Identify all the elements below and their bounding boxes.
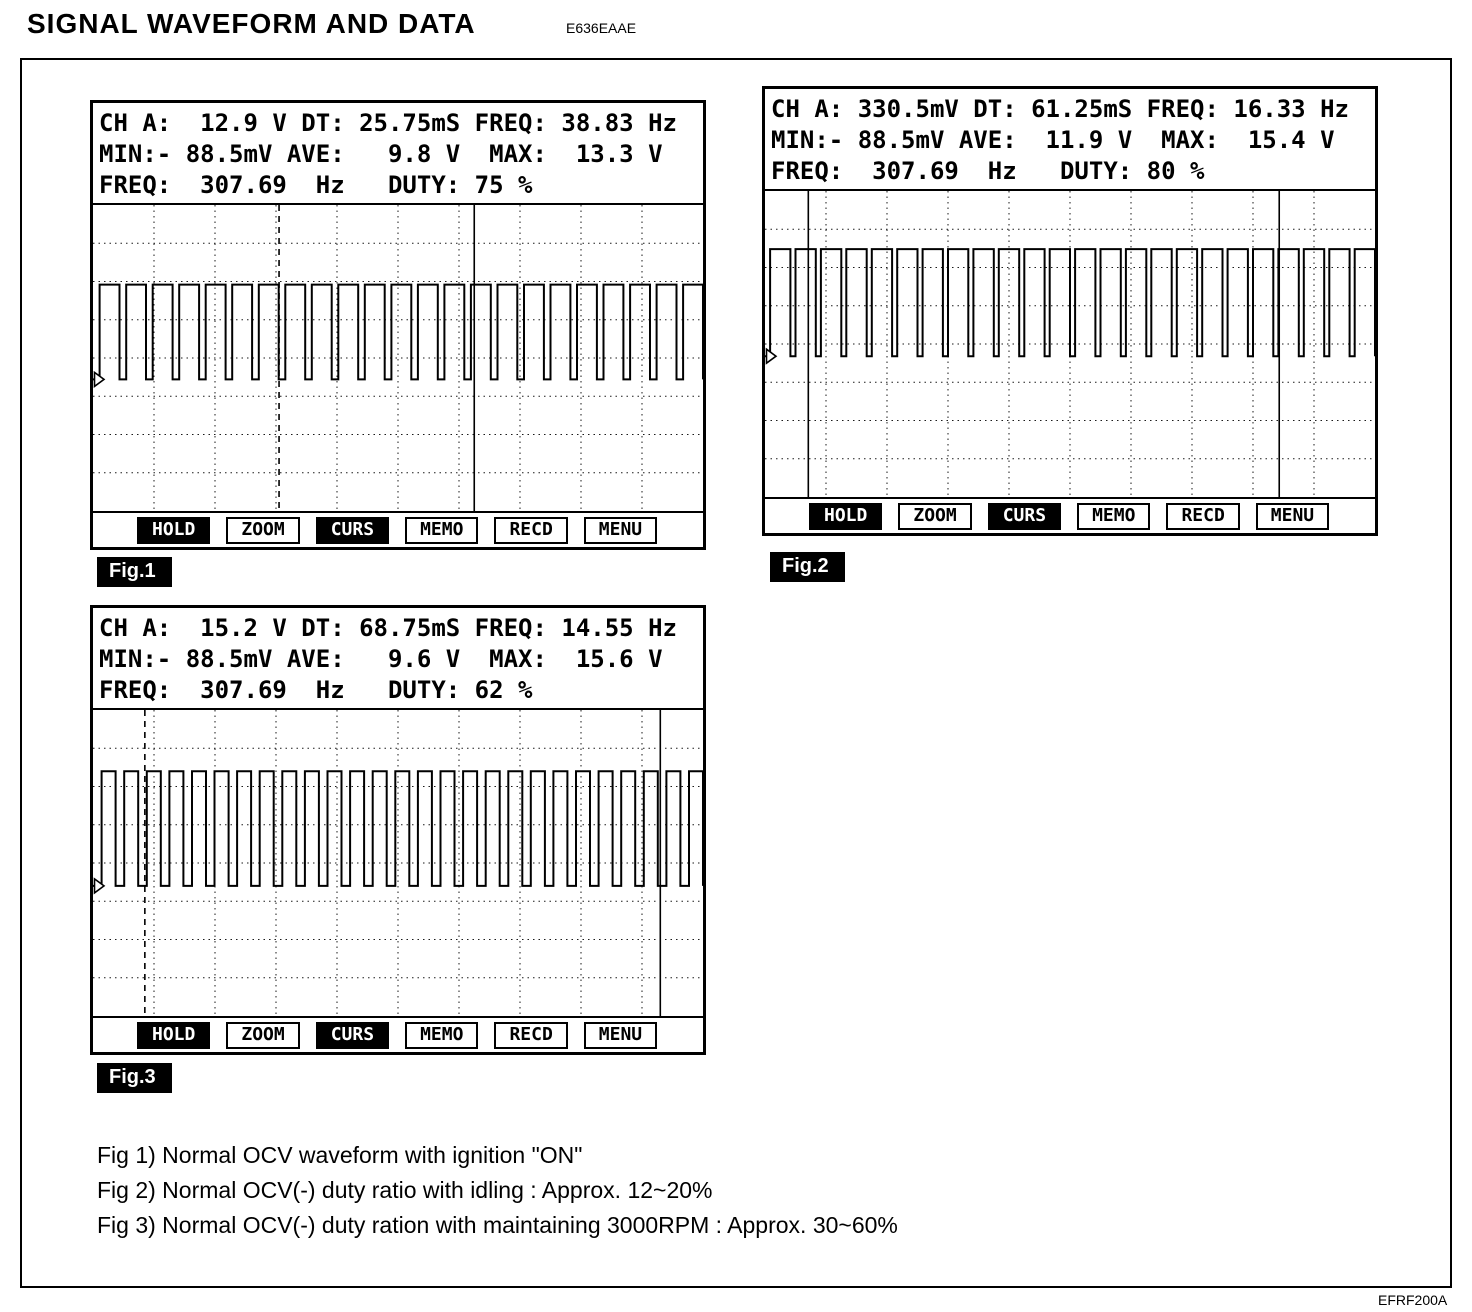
figure-label-3: Fig.3 [97, 1063, 172, 1093]
zoom-button[interactable]: ZOOM [226, 1021, 300, 1049]
scope3-header-line-1: CH A: 15.2 V DT: 68.75mS FREQ: 14.55 Hz [99, 614, 677, 642]
figure-label-1: Fig.1 [97, 557, 172, 587]
scope2-menu-bar: HOLD ZOOM CURS MEMO RECD MENU [765, 497, 1375, 533]
page-title: SIGNAL WAVEFORM AND DATA [27, 8, 476, 39]
oscilloscope-screen-1: CH A: 12.9 V DT: 25.75mS FREQ: 38.83 Hz … [90, 100, 706, 550]
content-frame: CH A: 12.9 V DT: 25.75mS FREQ: 38.83 Hz … [20, 58, 1452, 1288]
hold-button[interactable]: HOLD [137, 1021, 211, 1049]
scope2-waveform-area [765, 189, 1375, 497]
caption-fig3: Fig 3) Normal OCV(-) duty ration with ma… [97, 1212, 898, 1238]
menu-button[interactable]: MENU [583, 1021, 658, 1049]
menu-button[interactable]: MENU [583, 516, 658, 544]
recd-button[interactable]: RECD [1166, 502, 1240, 530]
scope1-measurement-header: CH A: 12.9 V DT: 25.75mS FREQ: 38.83 Hz … [93, 103, 703, 203]
curs-button[interactable]: CURS [987, 502, 1062, 530]
zoom-button[interactable]: ZOOM [226, 516, 300, 544]
hold-button[interactable]: HOLD [137, 516, 211, 544]
recd-button[interactable]: RECD [494, 516, 568, 544]
recd-button[interactable]: RECD [494, 1021, 568, 1049]
scope3-waveform-area [93, 708, 703, 1016]
memo-button[interactable]: MEMO [405, 516, 479, 544]
scope1-menu-bar: HOLD ZOOM CURS MEMO RECD MENU [93, 511, 703, 547]
memo-button[interactable]: MEMO [1077, 502, 1151, 530]
curs-button[interactable]: CURS [315, 516, 390, 544]
figure-captions: Fig 1) Normal OCV waveform with ignition… [97, 1138, 898, 1243]
caption-fig2: Fig 2) Normal OCV(-) duty ratio with idl… [97, 1177, 713, 1203]
scope1-waveform-area [93, 203, 703, 511]
scope2-measurement-header: CH A: 330.5mV DT: 61.25mS FREQ: 16.33 Hz… [765, 89, 1375, 189]
title-code: E636EAAE [566, 20, 637, 36]
scope3-header-line-3: FREQ: 307.69 Hz DUTY: 62 % [99, 676, 533, 704]
zoom-button[interactable]: ZOOM [898, 502, 972, 530]
scope2-header-line-2: MIN:- 88.5mV AVE: 11.9 V MAX: 15.4 V [771, 126, 1335, 154]
caption-fig1: Fig 1) Normal OCV waveform with ignition… [97, 1142, 583, 1168]
oscilloscope-screen-2: CH A: 330.5mV DT: 61.25mS FREQ: 16.33 Hz… [762, 86, 1378, 536]
scope3-measurement-header: CH A: 15.2 V DT: 68.75mS FREQ: 14.55 Hz … [93, 608, 703, 708]
scope2-header-line-3: FREQ: 307.69 Hz DUTY: 80 % [771, 157, 1205, 185]
oscilloscope-screen-3: CH A: 15.2 V DT: 68.75mS FREQ: 14.55 Hz … [90, 605, 706, 1055]
memo-button[interactable]: MEMO [405, 1021, 479, 1049]
scope2-header-line-1: CH A: 330.5mV DT: 61.25mS FREQ: 16.33 Hz [771, 95, 1349, 123]
scope1-header-line-1: CH A: 12.9 V DT: 25.75mS FREQ: 38.83 Hz [99, 109, 677, 137]
hold-button[interactable]: HOLD [809, 502, 883, 530]
menu-button[interactable]: MENU [1255, 502, 1330, 530]
scope3-menu-bar: HOLD ZOOM CURS MEMO RECD MENU [93, 1016, 703, 1052]
scope1-header-line-3: FREQ: 307.69 Hz DUTY: 75 % [99, 171, 533, 199]
scope2-waveform-display [765, 191, 1375, 497]
curs-button[interactable]: CURS [315, 1021, 390, 1049]
figure-label-2: Fig.2 [770, 552, 845, 582]
document-code: EFRF200A [1378, 1292, 1448, 1308]
scope3-waveform-display [93, 710, 703, 1016]
scope1-header-line-2: MIN:- 88.5mV AVE: 9.8 V MAX: 13.3 V [99, 140, 663, 168]
scope3-header-line-2: MIN:- 88.5mV AVE: 9.6 V MAX: 15.6 V [99, 645, 663, 673]
scope1-waveform-display [93, 205, 703, 511]
